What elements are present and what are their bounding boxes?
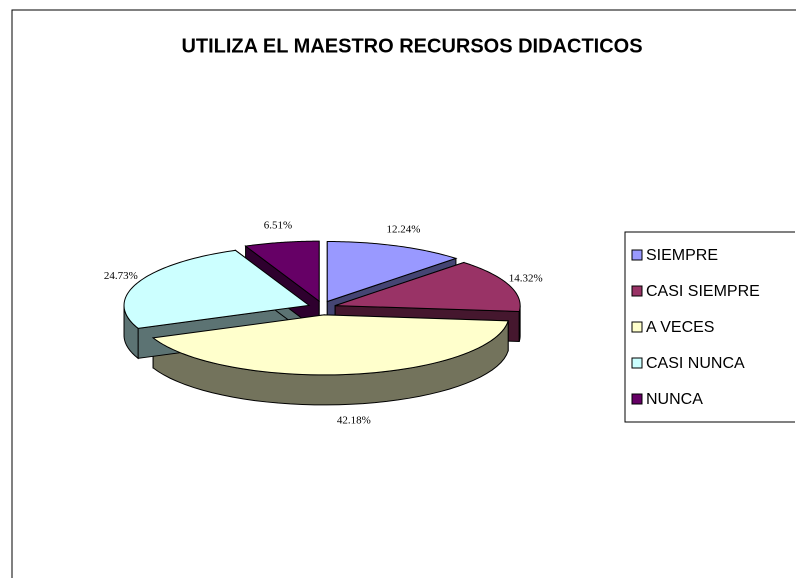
legend-swatch <box>631 321 643 333</box>
chart-border <box>11 9 796 578</box>
data-label: 42.18% <box>337 415 371 427</box>
legend-label: A VECES <box>646 319 714 336</box>
legend-box <box>624 231 795 423</box>
legend-label: SIEMPRE <box>646 247 718 264</box>
legend-label: CASI SIEMPRE <box>646 283 760 300</box>
pie-slice <box>244 240 320 303</box>
pie-slice <box>151 314 509 376</box>
data-label: 6.51% <box>264 219 292 231</box>
data-label: 24.73% <box>104 270 138 282</box>
data-label: 12.24% <box>386 224 420 236</box>
legend-swatch <box>631 249 643 261</box>
data-label: 14.32% <box>509 273 543 285</box>
legend-swatch <box>631 393 643 405</box>
pie-slice <box>326 241 458 303</box>
legend-swatch <box>631 357 643 369</box>
pie-slice <box>334 261 521 312</box>
legend-swatch <box>631 285 643 297</box>
pie-tops <box>123 240 521 376</box>
legend-label: CASI NUNCA <box>646 355 745 372</box>
pie-slice <box>123 249 311 329</box>
chart-title: UTILIZA EL MAESTRO RECURSOS DIDACTICOS <box>181 35 642 57</box>
legend-label: NUNCA <box>646 391 703 408</box>
